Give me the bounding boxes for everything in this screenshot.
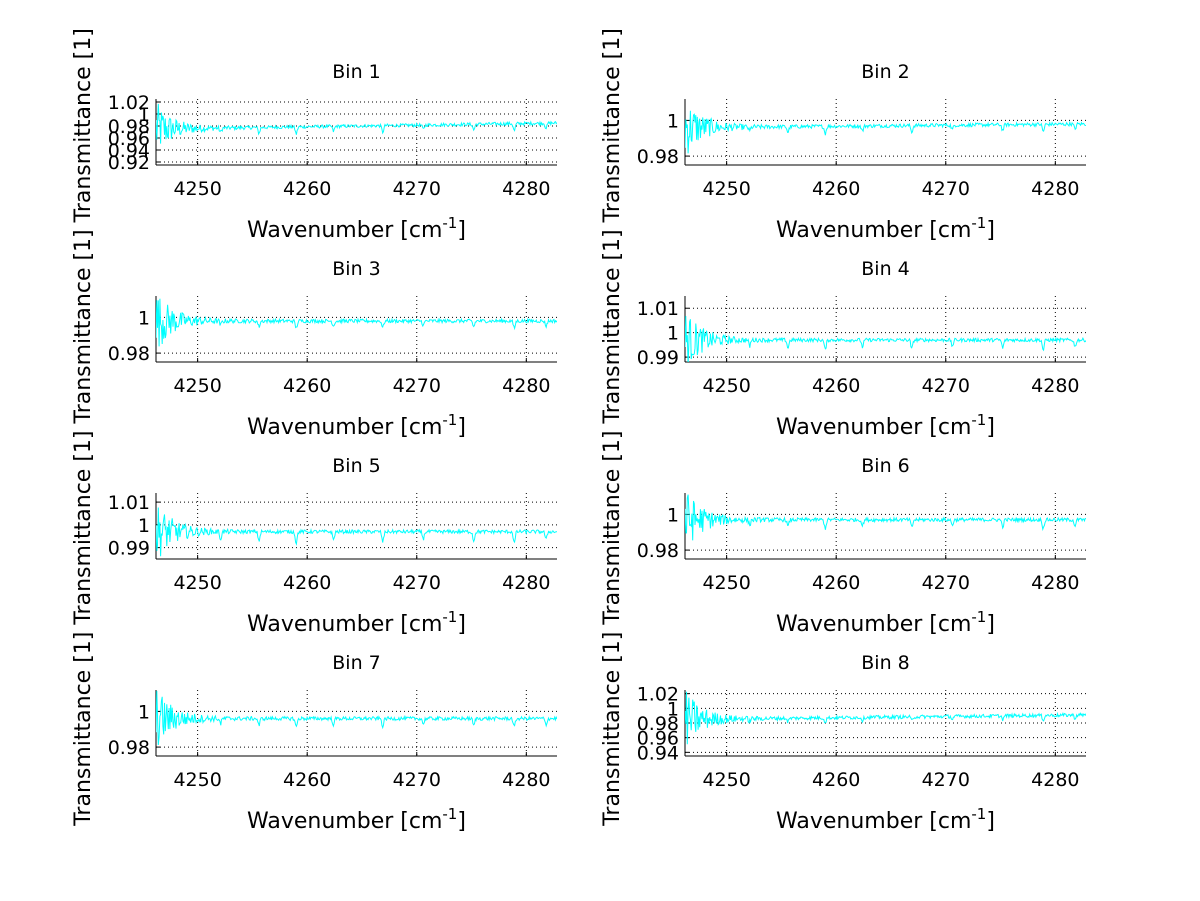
y-tick-label: 1 (667, 698, 679, 720)
y-tick-label: 0.96 (637, 728, 679, 750)
x-axis-label: Wavenumber [cm-1] (776, 608, 995, 637)
y-tick-label: 1.02 (108, 92, 150, 114)
x-tick-label: 4280 (502, 769, 550, 791)
y-axis-label-col-1: Transmittance [1] Transmittance [1] Tran… (71, 28, 96, 827)
y-tick-label: 0.98 (108, 343, 150, 365)
y-tick-label: 1 (138, 701, 150, 723)
x-tick-label: 4260 (812, 572, 860, 594)
y-tick-label: 1.02 (637, 684, 679, 706)
y-tick-label: 0.98 (108, 737, 150, 759)
y-tick-label: 1.01 (637, 298, 679, 320)
x-tick-label: 4270 (393, 178, 441, 200)
x-tick-label: 4280 (502, 178, 550, 200)
x-tick-label: 4250 (702, 375, 750, 397)
x-tick-label: 4270 (393, 769, 441, 791)
x-tick-label: 4280 (1031, 572, 1079, 594)
spectrum-line (685, 315, 1086, 362)
x-tick-label: 4250 (173, 178, 221, 200)
x-tick-label: 4260 (812, 769, 860, 791)
x-tick-label: 4260 (283, 375, 331, 397)
y-tick-label: 0.98 (637, 713, 679, 735)
x-tick-label: 4250 (173, 375, 221, 397)
y-tick-label: 0.99 (108, 538, 150, 560)
y-tick-label: 0.98 (637, 146, 679, 168)
x-tick-label: 4270 (393, 375, 441, 397)
spectrum-line (685, 494, 1086, 541)
x-tick-label: 4270 (922, 572, 970, 594)
x-axis-label: Wavenumber [cm-1] (776, 805, 995, 834)
x-tick-label: 4250 (702, 769, 750, 791)
x-axis-label: Wavenumber [cm-1] (247, 805, 466, 834)
x-tick-label: 4260 (283, 178, 331, 200)
panel-title: Bin 1 (332, 61, 380, 83)
x-tick-label: 4250 (702, 572, 750, 594)
x-tick-label: 4250 (702, 178, 750, 200)
x-axis-label: Wavenumber [cm-1] (247, 411, 466, 440)
panel-title: Bin 8 (861, 652, 909, 674)
y-tick-label: 1 (667, 323, 679, 345)
spectrum-line (156, 507, 557, 557)
x-axis-label: Wavenumber [cm-1] (247, 214, 466, 243)
x-axis-label: Wavenumber [cm-1] (776, 214, 995, 243)
x-tick-label: 4260 (283, 769, 331, 791)
y-tick-label: 1.01 (108, 492, 150, 514)
y-tick-label: 0.96 (108, 128, 150, 150)
x-tick-label: 4280 (1031, 178, 1079, 200)
y-tick-label: 1 (138, 104, 150, 126)
panel-bin-1: Bin 1 4250 4260 4270 4280 0.920.940.960.9811.… (108, 61, 557, 243)
x-tick-label: 4260 (283, 572, 331, 594)
spectrum-line (156, 103, 557, 144)
y-tick-label: 1 (667, 110, 679, 132)
panel-bin-7: Bin 7 4250 4260 4270 4280 0.98 1 Wavenumber [cm… (108, 652, 557, 834)
x-tick-label: 4280 (502, 572, 550, 594)
x-tick-label: 4280 (502, 375, 550, 397)
panel-bin-3: Bin 3 4250 4260 4270 4280 0.98 1 Wavenumber [cm… (108, 258, 557, 440)
panel-bin-4: Bin 4 4250 4260 4270 4280 0.991 1.01 Wavenumber… (637, 258, 1086, 440)
x-tick-label: 4280 (1031, 375, 1079, 397)
x-axis-label: Wavenumber [cm-1] (247, 608, 466, 637)
spectrum-line (156, 690, 557, 746)
x-tick-label: 4270 (393, 572, 441, 594)
x-tick-label: 4270 (922, 769, 970, 791)
panel-bin-2: Bin 2 4250 4260 4270 4280 0.98 1 Wavenumber [cm… (637, 61, 1086, 243)
panel-title: Bin 3 (332, 258, 380, 280)
y-tick-label: 0.94 (108, 140, 150, 162)
y-tick-label: 1 (138, 515, 150, 537)
panel-bin-6: Bin 6 4250 4260 4270 4280 0.98 1 Wavenumber [cm… (637, 455, 1086, 637)
x-tick-label: 4260 (812, 375, 860, 397)
panel-title: Bin 5 (332, 455, 380, 477)
spectrum-line (685, 110, 1086, 154)
panel-title: Bin 7 (332, 652, 380, 674)
y-tick-label: 1 (667, 504, 679, 526)
y-tick-label: 0.98 (108, 116, 150, 138)
x-tick-label: 4280 (1031, 769, 1079, 791)
y-tick-label: 0.92 (108, 152, 150, 174)
x-tick-label: 4270 (922, 178, 970, 200)
panel-title: Bin 2 (861, 61, 909, 83)
x-tick-label: 4250 (173, 572, 221, 594)
x-tick-label: 4250 (173, 769, 221, 791)
y-tick-label: 1 (138, 307, 150, 329)
x-tick-label: 4260 (812, 178, 860, 200)
y-tick-label: 0.98 (637, 540, 679, 562)
spectrum-line (685, 691, 1086, 745)
y-tick-label: 0.94 (637, 742, 679, 764)
spectrum-line (156, 298, 557, 347)
y-tick-label: 0.99 (637, 347, 679, 369)
panel-title: Bin 4 (861, 258, 909, 280)
x-tick-label: 4270 (922, 375, 970, 397)
panel-title: Bin 6 (861, 455, 909, 477)
y-axis-label-col-2: Transmittance [1] Transmittance [1] Tran… (600, 28, 625, 827)
x-axis-label: Wavenumber [cm-1] (776, 411, 995, 440)
